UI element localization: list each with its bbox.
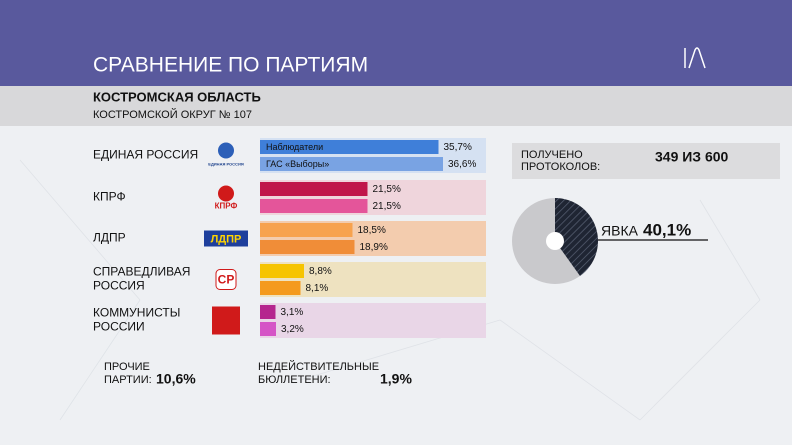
series-label: ГАС «Выборы» [266, 159, 329, 169]
bar-value: 8,8% [309, 266, 332, 277]
region-name: КОСТРОМСКАЯ ОБЛАСТЬ [93, 89, 261, 104]
protocols-box [512, 143, 780, 179]
bar [260, 199, 368, 213]
logo-shape [204, 230, 248, 247]
logo-text: ЛДПР [211, 233, 242, 245]
protocols-value: 349 ИЗ 600 [655, 149, 729, 165]
pie-hole [546, 232, 564, 250]
bar [260, 223, 353, 237]
logo-text: ЕДИНАЯ РОССИЯ [208, 162, 244, 167]
bar-value: 3,1% [281, 307, 304, 318]
region-band [0, 86, 792, 126]
invalid-value: 1,9% [380, 371, 412, 387]
bar [260, 182, 368, 196]
bar-value: 18,9% [360, 242, 388, 253]
others-label: ПРОЧИЕ [104, 361, 150, 373]
bar [260, 240, 355, 254]
pie-slice [555, 198, 599, 276]
bar-value: 3,2% [281, 324, 304, 335]
bar-value: 36,6% [448, 159, 476, 170]
logo-text: СР [218, 273, 235, 287]
header-band [0, 0, 792, 86]
party-name: КПРФ [93, 190, 126, 204]
protocols-label: ПРОТОКОЛОВ: [521, 161, 600, 173]
bar [260, 305, 276, 319]
protocols-label: ПОЛУЧЕНО [521, 149, 583, 161]
invalid-label: БЮЛЛЕТЕНИ: [258, 374, 331, 386]
party-name: РОССИИ [93, 320, 145, 334]
others-label: ПАРТИИ: [104, 374, 152, 386]
bar [260, 140, 439, 154]
party-name: ЕДИНАЯ РОССИЯ [93, 148, 198, 162]
row-background [260, 303, 486, 338]
district-name: КОСТРОМСКОЙ ОКРУГ № 107 [93, 108, 252, 121]
bar-value: 18,5% [358, 225, 386, 236]
invalid-label: НЕДЕЙСТВИТЕЛЬНЫЕ [258, 360, 379, 373]
bar-value: 8,1% [306, 283, 329, 294]
bar [260, 157, 443, 171]
bar [260, 281, 301, 295]
logo-shape [218, 142, 234, 159]
logo-shape [212, 306, 240, 335]
bar-value: 35,7% [444, 142, 472, 153]
party-name: ЛДПР [93, 231, 126, 245]
bar [260, 322, 276, 336]
bar [260, 264, 304, 278]
title: СРАВНЕНИЕ ПО ПАРТИЯМ [93, 54, 368, 77]
party-name: РОССИЯ [93, 279, 145, 293]
party-name: СПРАВЕДЛИВАЯ [93, 265, 190, 279]
turnout-label: ЯВКА [601, 223, 639, 239]
series-label: Наблюдатели [266, 142, 323, 152]
bar-value: 21,5% [373, 184, 401, 195]
party-name: КОММУНИСТЫ [93, 306, 180, 320]
others-value: 10,6% [156, 371, 196, 387]
turnout-value: 40,1% [643, 220, 691, 239]
logo-shape [218, 185, 234, 202]
channel-logo [684, 47, 706, 69]
logo-shape [215, 269, 237, 290]
bar-value: 21,5% [373, 201, 401, 212]
logo-text: КПРФ [215, 202, 238, 211]
